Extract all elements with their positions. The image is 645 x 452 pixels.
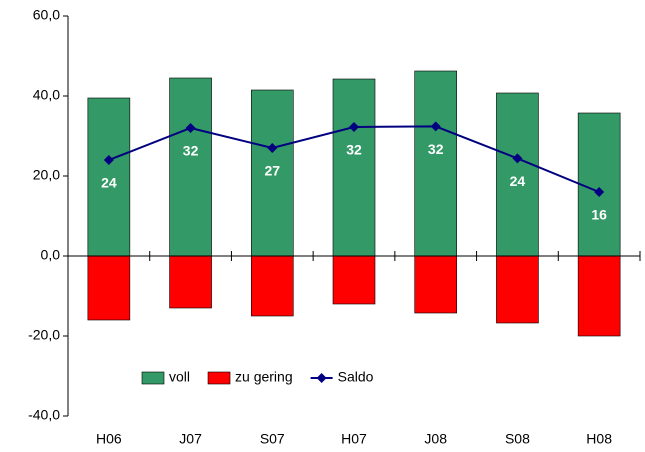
- data-label: 24: [510, 173, 526, 189]
- legend-label: Saldo: [338, 369, 374, 385]
- marker: [594, 187, 605, 197]
- x-tick-label: H06: [96, 431, 122, 447]
- marker: [185, 123, 196, 133]
- bar: [496, 92, 539, 257]
- data-label: 32: [183, 143, 199, 159]
- data-label: 32: [428, 141, 444, 157]
- marker: [349, 122, 359, 132]
- data-label: 24: [101, 175, 117, 191]
- legend-swatch: [207, 371, 231, 385]
- marker: [103, 155, 114, 165]
- marker: [267, 143, 278, 153]
- marker: [430, 121, 441, 132]
- y-tick-label: -20,0: [28, 327, 60, 343]
- bar: [250, 89, 294, 257]
- x-tick-label: J08: [424, 431, 447, 447]
- y-tick-label: -40,0: [28, 407, 60, 423]
- bar: [414, 255, 458, 314]
- data-label: 27: [264, 163, 280, 179]
- legend-label: zu gering: [235, 369, 293, 385]
- y-tick-label: 20,0: [33, 167, 60, 183]
- bar: [577, 255, 621, 337]
- bar: [169, 255, 212, 309]
- y-tick-label: 0,0: [41, 247, 61, 263]
- bar: [169, 77, 212, 257]
- bar: [87, 255, 131, 321]
- x-tick-label: H08: [586, 431, 612, 447]
- x-tick-label: H07: [341, 431, 367, 447]
- bar: [577, 112, 621, 257]
- bar: [496, 255, 539, 324]
- bar: [332, 78, 376, 257]
- bar: [332, 255, 376, 305]
- y-tick-label: 60,0: [33, 7, 60, 23]
- data-label: 16: [591, 207, 607, 223]
- marker: [512, 153, 523, 164]
- x-tick-label: S07: [260, 431, 285, 447]
- legend-swatch: [141, 371, 165, 385]
- legend-label: voll: [169, 369, 190, 385]
- data-label: 32: [346, 142, 362, 158]
- bar: [414, 70, 458, 257]
- legend-marker: [316, 373, 327, 383]
- bar: [250, 255, 294, 317]
- y-tick-label: 40,0: [33, 87, 60, 103]
- x-tick-label: J07: [179, 431, 202, 447]
- x-tick-label: S08: [505, 431, 530, 447]
